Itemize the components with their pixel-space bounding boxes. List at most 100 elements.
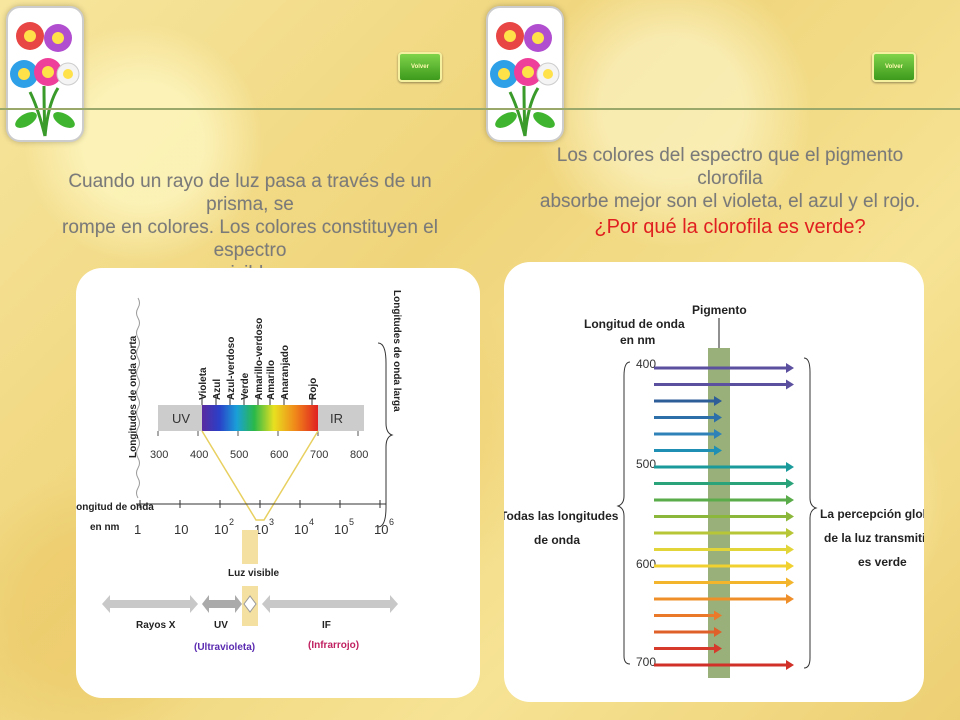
right-nm-tick-label: 500: [636, 457, 656, 471]
arrow-head: [786, 561, 794, 571]
nm-tick-label: 500: [230, 449, 248, 461]
pigment-diagram: Pigmento Longitud de onda en nm 400 500 60…: [500, 303, 940, 678]
flowers-icon: [10, 10, 80, 138]
if-arrow: [262, 595, 398, 613]
arrow-head: [786, 544, 794, 555]
flowers-icon: [490, 10, 560, 138]
all-wavelengths-1: Todas las longitudes: [504, 509, 619, 523]
right-slide: Volver Los colores del espectro que el p…: [480, 0, 960, 720]
perception-3: es verde: [858, 555, 907, 569]
arrow-head: [786, 511, 794, 522]
right-brace: [803, 357, 818, 669]
wavelength-arrows: [654, 363, 794, 670]
arrow-head: [714, 412, 722, 423]
color-label: Verde: [240, 372, 251, 400]
arrow-head: [786, 660, 794, 670]
log-tick-label: 1: [134, 522, 141, 537]
right-nm-ticks: 400 500 600 700: [636, 357, 656, 669]
header-divider: [0, 108, 480, 110]
right-wavelength-label-2: en nm: [620, 333, 655, 347]
perception-2: de la luz transmitida: [824, 531, 924, 545]
color-label: Azul-verdoso: [226, 337, 237, 400]
log-tick-label: 10: [294, 522, 308, 537]
nm-ticks: 300 400 500 600 700 800: [150, 431, 368, 461]
right-nm-tick-label: 700: [636, 655, 656, 669]
right-intro-text: Los colores del espectro que el pigmento…: [530, 144, 930, 213]
if-full-label: (Infrarrojo): [308, 640, 359, 651]
long-wave-brace: [377, 342, 394, 528]
ir-label: IR: [330, 411, 343, 426]
pigment-panel: Pigmento Longitud de onda en nm 400 500 60…: [500, 262, 940, 702]
nm-tick-label: 800: [350, 449, 368, 461]
log-tick-exponent: 2: [229, 517, 234, 527]
right-nm-tick-label: 400: [636, 357, 656, 371]
flower-logo: [6, 6, 84, 142]
color-label: Amarillo-verdoso: [254, 318, 265, 400]
color-label: Anaranjado: [280, 345, 291, 400]
arrow-head: [786, 594, 794, 604]
pigment-band: [708, 348, 730, 678]
ir-band: [316, 405, 364, 431]
wavelength-label-2: en nm: [90, 522, 120, 533]
intro-line-1: Cuando un rayo de luz pasa a través de u…: [68, 171, 432, 215]
arrow-head: [714, 429, 722, 439]
log-tick-exponent: 4: [309, 517, 314, 527]
nm-tick-label: 600: [270, 449, 288, 461]
long-waves-label: Longitudes de onda larga: [391, 290, 402, 412]
nm-tick-label: 400: [190, 449, 208, 461]
arrow-head: [714, 627, 722, 637]
intro-line-2: rompe en colores. Los colores constituye…: [62, 217, 438, 261]
visible-zoom-lines: [201, 430, 319, 521]
spectrum-panel: Longitudes de onda corta Longitudes de o…: [70, 268, 480, 698]
log-tick-exponent: 3: [269, 517, 274, 527]
visible-spectrum-bar: [202, 405, 318, 431]
arrow-head: [786, 495, 794, 505]
short-waves-label: Longitudes de onda corta: [128, 335, 139, 458]
all-wavelengths-2: de onda: [534, 533, 580, 547]
xray-arrow: [102, 595, 198, 613]
arrow-head: [786, 363, 794, 373]
log-tick-label: 10: [334, 522, 348, 537]
short-wave-squiggle: [136, 297, 140, 499]
right-intro-line-2: absorbe mejor son el violeta, el azul y …: [539, 191, 921, 212]
uv-label: UV: [172, 411, 190, 426]
arrow-head: [714, 396, 722, 406]
visible-marker: [242, 530, 258, 564]
log-tick-exponent: 6: [389, 517, 394, 527]
log-tick-label: 10: [374, 522, 388, 537]
arrow-head: [786, 528, 794, 538]
arrow-head: [786, 379, 794, 390]
nm-tick-label: 300: [150, 449, 168, 461]
pigment-label: Pigmento: [692, 303, 747, 317]
visible-light-label: Luz visible: [228, 568, 280, 579]
nm-tick-label: 700: [310, 449, 328, 461]
color-labels: Violeta Azul Azul-verdoso Verde Amarillo-ver…: [198, 318, 319, 405]
right-nm-tick-label: 600: [636, 557, 656, 571]
left-brace: [616, 361, 631, 665]
wavelength-label-1: Longitud de onda: [76, 502, 154, 513]
color-label: Violeta: [198, 367, 209, 400]
color-label: Rojo: [308, 378, 319, 400]
color-label: Amarillo: [266, 360, 277, 400]
log-tick-exponent: 5: [349, 517, 354, 527]
right-wavelength-label-1: Longitud de onda: [584, 317, 685, 331]
flower-logo-2: [486, 6, 564, 142]
uv-full-label: (Ultravioleta): [194, 642, 255, 653]
arrow-head: [714, 610, 722, 621]
right-intro-line-1: Los colores del espectro que el pigmento…: [556, 145, 904, 189]
log-ticks: 1 10 10 2 10 3 10 4 10 5 10 6: [134, 500, 394, 537]
arrow-head: [786, 577, 794, 588]
header-divider-2: [480, 108, 960, 110]
arrow-head: [714, 643, 722, 654]
arrow-head: [714, 445, 722, 456]
uv-arrow: [202, 595, 242, 613]
xray-label: Rayos X: [136, 620, 176, 631]
arrow-head: [786, 462, 794, 472]
spectrum-diagram: Longitudes de onda corta Longitudes de o…: [70, 290, 402, 653]
nav-button[interactable]: Volver: [398, 52, 442, 82]
nav-button-2[interactable]: Volver: [872, 52, 916, 82]
left-slide: Volver Cuando un rayo de luz pasa a trav…: [0, 6, 480, 698]
chlorophyll-question: ¿Por qué la clorofila es verde?: [594, 216, 866, 238]
arrow-head: [786, 478, 794, 489]
uv-band: [158, 405, 202, 431]
